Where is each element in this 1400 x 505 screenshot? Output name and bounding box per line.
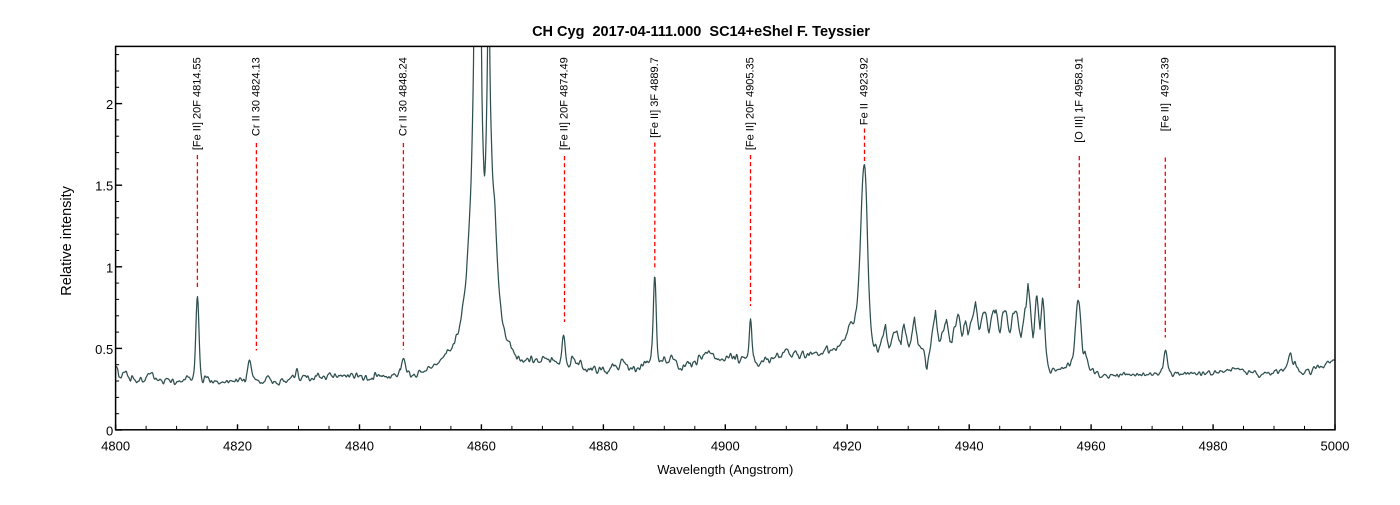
svg-text:5000: 5000	[1321, 439, 1350, 454]
svg-text:Cr II 30 4824.13: Cr II 30 4824.13	[251, 57, 263, 136]
svg-text:0: 0	[106, 424, 113, 439]
svg-text:0.5: 0.5	[95, 342, 113, 357]
svg-text:4820: 4820	[223, 439, 252, 454]
svg-text:Fe II 4923.92: Fe II 4923.92	[859, 57, 871, 125]
svg-text:[Fe II] 20F 4814.55: [Fe II] 20F 4814.55	[192, 57, 204, 150]
svg-text:Cr II 30 4848.24: Cr II 30 4848.24	[398, 57, 410, 136]
svg-text:4840: 4840	[345, 439, 374, 454]
svg-text:Relative intensity: Relative intensity	[59, 185, 75, 295]
svg-text:4800: 4800	[101, 439, 130, 454]
svg-text:[Fe II] 20F 4905.35: [Fe II] 20F 4905.35	[745, 57, 757, 150]
svg-text:4980: 4980	[1199, 439, 1228, 454]
svg-text:4940: 4940	[955, 439, 984, 454]
svg-text:4960: 4960	[1077, 439, 1106, 454]
svg-text:[Fe II] 20F 4874.49: [Fe II] 20F 4874.49	[559, 57, 571, 150]
svg-text:[O III] 1F 4958.91: [O III] 1F 4958.91	[1074, 57, 1086, 143]
svg-text:[Fe II] 3F 4889.7: [Fe II] 3F 4889.7	[649, 57, 661, 138]
svg-text:Wavelength (Angstrom): Wavelength (Angstrom)	[657, 462, 793, 477]
svg-text:CH Cyg 2017-04-111.000 SC14+: CH Cyg 2017-04-111.000 SC14+eShel F. Tey…	[532, 24, 870, 40]
svg-text:1.5: 1.5	[95, 179, 113, 194]
svg-text:4880: 4880	[589, 439, 618, 454]
svg-text:2: 2	[106, 97, 113, 112]
svg-text:4860: 4860	[467, 439, 496, 454]
svg-text:4900: 4900	[711, 439, 740, 454]
svg-text:[Fe II] 4973.39: [Fe II] 4973.39	[1160, 57, 1172, 131]
svg-text:4920: 4920	[833, 439, 862, 454]
svg-text:1: 1	[106, 260, 113, 275]
